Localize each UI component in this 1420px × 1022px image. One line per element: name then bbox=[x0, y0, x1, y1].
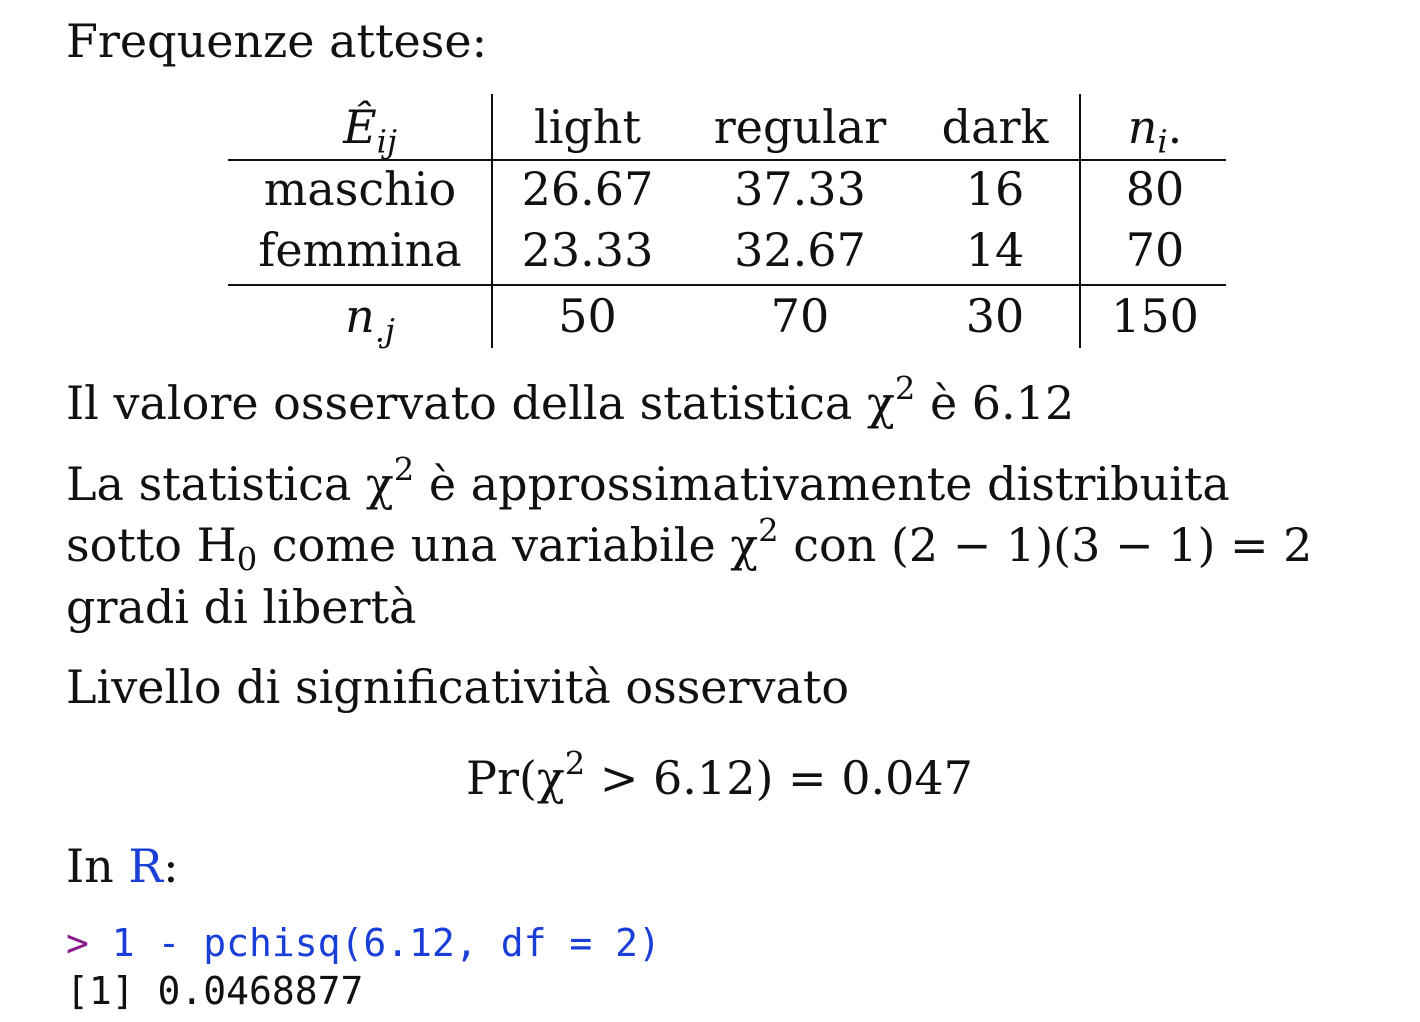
cell-value: 32.67 bbox=[734, 223, 866, 277]
header-rule bbox=[228, 159, 1226, 161]
cell-value: 16 bbox=[965, 162, 1025, 216]
label-column-rule bbox=[491, 94, 493, 348]
r-link[interactable]: R bbox=[128, 839, 164, 893]
r-prompt: > bbox=[66, 921, 112, 965]
significance-label: Livello di significatività osservato bbox=[66, 660, 850, 714]
total-col-symbol: n bbox=[1127, 100, 1158, 154]
observed-text-after: è 6.12 bbox=[915, 376, 1075, 430]
total-row-label: n.j bbox=[310, 293, 430, 347]
col-header-total: ni. bbox=[1095, 104, 1215, 158]
grand-total: 150 bbox=[1111, 289, 1199, 343]
observed-statistic-text: Il valore osservato della statistica χ2 … bbox=[66, 373, 1074, 426]
in-r-prefix: In bbox=[66, 839, 129, 893]
row-label-maschio: maschio bbox=[263, 162, 457, 216]
corner-subscript: ij bbox=[376, 122, 397, 161]
r-command-line: > 1 - pchisq(6.12, df = 2) bbox=[66, 924, 661, 962]
col-total: 30 bbox=[965, 289, 1025, 343]
significance-formula: Pr(χ2 > 6.12) = 0.047 bbox=[466, 748, 973, 801]
dist-line1-b: è approssimativamente distribuita bbox=[414, 457, 1230, 511]
col-header-regular: regular bbox=[713, 100, 887, 154]
distribution-line-1: La statistica χ2 è approssimativamente d… bbox=[66, 454, 1230, 507]
cell-value: 26.67 bbox=[521, 162, 654, 216]
row-total: 80 bbox=[1125, 162, 1185, 216]
total-col-dot: . bbox=[1167, 100, 1183, 154]
dist-line2-c: con (2 − 1)(3 − 1) = 2 bbox=[778, 518, 1313, 572]
dist-line2-a: sotto H bbox=[66, 518, 237, 572]
in-r-suffix: : bbox=[163, 839, 179, 893]
row-total: 70 bbox=[1125, 223, 1185, 277]
col-total: 50 bbox=[558, 289, 617, 343]
in-r-line: In R: bbox=[66, 843, 179, 889]
dist-line1-sup: 2 bbox=[393, 450, 415, 489]
cell-value: 14 bbox=[965, 223, 1025, 277]
col-total: 70 bbox=[770, 289, 830, 343]
formula-a: Pr(χ bbox=[466, 751, 565, 805]
dist-line2-sub: 0 bbox=[236, 540, 258, 579]
total-col-subscript: i bbox=[1157, 122, 1168, 161]
distribution-line-3: gradi di libertà bbox=[66, 580, 417, 634]
formula-sup: 2 bbox=[564, 744, 586, 783]
r-command: 1 - pchisq(6.12, df = 2) bbox=[111, 921, 661, 965]
distribution-line-2: sotto H0 come una variabile χ2 con (2 − … bbox=[66, 515, 1312, 576]
cell-value: 23.33 bbox=[521, 223, 654, 277]
corner-header: Êij bbox=[310, 104, 430, 158]
dist-line2-b: come una variabile χ bbox=[257, 518, 759, 572]
corner-symbol: Ê bbox=[343, 100, 377, 154]
total-row-symbol: n bbox=[345, 289, 375, 343]
observed-text: Il valore osservato della statistica χ bbox=[66, 376, 895, 430]
cell-value: 37.33 bbox=[734, 162, 866, 216]
observed-sup: 2 bbox=[894, 369, 916, 408]
dist-line2-sup: 2 bbox=[758, 511, 779, 550]
col-header-dark: dark bbox=[941, 100, 1049, 154]
r-output: [1] 0.0468877 bbox=[66, 969, 364, 1013]
total-column-rule bbox=[1079, 94, 1081, 348]
col-header-light: light bbox=[534, 100, 641, 154]
formula-b: > 6.12) = 0.047 bbox=[585, 751, 973, 805]
total-row-subscript: .j bbox=[374, 311, 395, 350]
totals-rule bbox=[228, 284, 1226, 286]
dist-line1-a: La statistica χ bbox=[66, 457, 394, 511]
heading: Frequenze attese: bbox=[66, 14, 488, 68]
row-label-femmina: femmina bbox=[258, 223, 462, 277]
